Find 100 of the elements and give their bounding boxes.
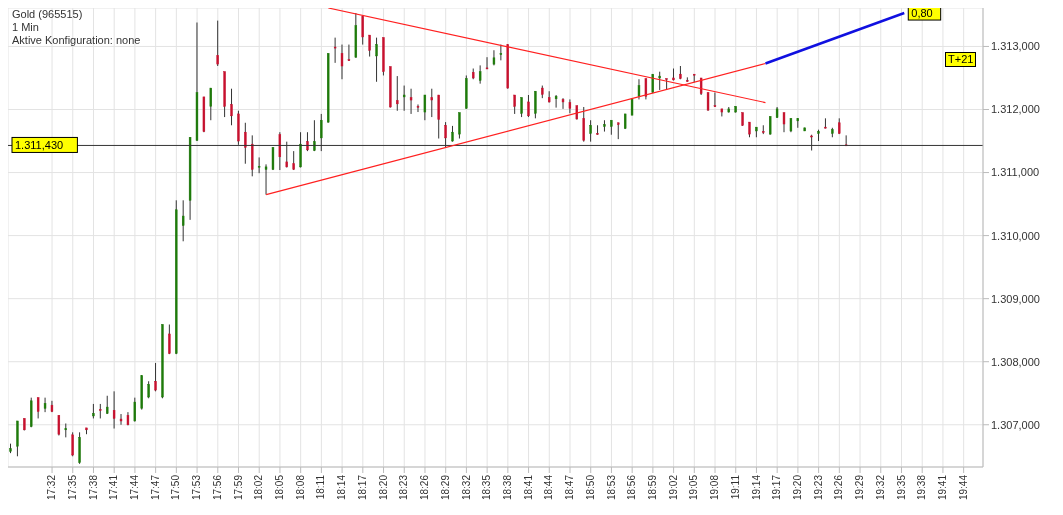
candlestick — [36, 397, 40, 419]
x-tick-label: 18:50 — [584, 474, 596, 501]
x-tick-label: 17:50 — [170, 474, 182, 501]
candlestick — [402, 85, 406, 112]
x-tick-label: 18:08 — [294, 474, 306, 501]
candlestick — [347, 44, 351, 62]
x-tick-label: 19:44 — [957, 474, 969, 501]
x-tick-label: 18:02 — [253, 474, 265, 501]
x-tick-label: 19:17 — [771, 474, 783, 501]
x-tick-label: 19:23 — [812, 474, 824, 501]
candlestick — [554, 94, 558, 109]
x-tick-label: 18:20 — [377, 474, 389, 501]
x-tick-label: 17:53 — [191, 474, 203, 501]
candlestick — [119, 413, 123, 426]
candlestick — [112, 390, 116, 430]
chart-title: Gold (965515) — [12, 8, 84, 21]
x-tick-label: 18:44 — [543, 474, 555, 501]
x-tick-label: 17:44 — [129, 474, 141, 501]
candlestick — [409, 88, 413, 115]
candlestick — [568, 98, 572, 114]
candlestick — [644, 78, 648, 100]
x-tick-label: 18:26 — [419, 474, 431, 501]
candlestick — [824, 117, 827, 129]
candlestick — [257, 156, 261, 174]
x-tick-label: 19:38 — [916, 474, 928, 501]
candlestick — [340, 44, 344, 80]
x-tick-label: 18:59 — [646, 474, 658, 501]
candlestick — [589, 119, 592, 143]
text: 1 Min — [12, 21, 40, 34]
x-tick-label: 19:26 — [833, 474, 845, 501]
candlestick — [209, 87, 212, 121]
candlestick — [527, 94, 530, 118]
x-tick-label: 18:56 — [626, 474, 638, 501]
x-tick-label: 18:47 — [564, 474, 576, 501]
x-tick-label: 18:38 — [501, 474, 513, 501]
candlestick — [423, 94, 427, 121]
x-tick-label: 17:47 — [149, 474, 161, 501]
x-tick-label: 17:32 — [46, 474, 58, 501]
x-tick-label: 18:23 — [398, 474, 410, 501]
candlestick — [478, 64, 482, 85]
x-tick-label: 17:35 — [66, 474, 78, 501]
candlestick — [333, 37, 337, 64]
candlestick — [416, 103, 420, 113]
candlestick — [230, 88, 233, 126]
x-tick-label: 19:20 — [792, 474, 803, 501]
x-tick-label: 19:11 — [729, 474, 741, 500]
candlestick — [43, 397, 47, 413]
annotation: 0,80 — [911, 6, 933, 19]
x-tick-label: 19:29 — [854, 474, 866, 501]
candlestick — [582, 106, 585, 143]
candlestick — [658, 71, 661, 91]
candlestick — [485, 56, 489, 70]
y-tick-label: 1.308,000 — [991, 355, 1040, 368]
x-tick-label: 18:05 — [274, 474, 286, 501]
x-tick-label: 19:05 — [688, 474, 700, 501]
candlestick — [154, 362, 157, 392]
x-tick-label: 18:41 — [522, 474, 534, 501]
annotation: Aktive Konfiguration: none — [12, 34, 141, 47]
x-tick-label: 18:17 — [356, 474, 368, 501]
x-tick-label: 17:38 — [87, 474, 99, 501]
candlestick — [782, 112, 786, 133]
candlestick — [181, 199, 185, 242]
candlestick — [492, 49, 496, 66]
x-tick-label: 18:35 — [481, 474, 493, 501]
x-tick-label: 17:56 — [211, 474, 223, 501]
x-tick-label: 17:41 — [108, 474, 120, 501]
y-tick-label: 1.307,000 — [991, 418, 1040, 431]
y-tick-label: 1.311,000 — [991, 166, 1040, 179]
candlestick — [396, 75, 399, 112]
candlestick — [216, 20, 219, 67]
candlestick — [561, 97, 565, 110]
candlestick — [458, 112, 461, 140]
x-tick-label: 19:08 — [709, 474, 721, 501]
candlestick — [430, 88, 433, 118]
candlestick — [513, 94, 516, 115]
x-tick-label: 18:53 — [605, 474, 617, 501]
candlestick — [375, 37, 378, 83]
x-tick-label: 17:59 — [232, 474, 244, 501]
candlestick — [361, 15, 364, 46]
x-tick-label: 18:32 — [460, 474, 472, 501]
candlestick — [133, 397, 136, 423]
candlestick — [368, 34, 371, 58]
ref-line-label: 1.311,430 — [15, 138, 64, 151]
x-tick-label: 18:29 — [439, 474, 451, 501]
annotation: T+21 — [945, 52, 977, 67]
x-tick-label: 19:41 — [937, 474, 949, 501]
candlestick — [264, 163, 268, 196]
x-tick-label: 19:35 — [895, 474, 907, 501]
candlestick — [706, 91, 710, 112]
x-tick-label: 19:02 — [667, 474, 679, 501]
y-tick-label: 1.313,000 — [991, 40, 1040, 53]
candlestick — [713, 91, 717, 108]
x-tick-label: 19:32 — [874, 474, 886, 501]
candlestick — [769, 115, 772, 136]
y-tick-label: 1.309,000 — [991, 292, 1040, 305]
candlestick — [499, 44, 503, 61]
y-tick-label: 1.312,000 — [991, 103, 1040, 116]
candlestick — [534, 90, 537, 119]
candlestick — [168, 324, 171, 355]
candlestick — [637, 78, 641, 100]
